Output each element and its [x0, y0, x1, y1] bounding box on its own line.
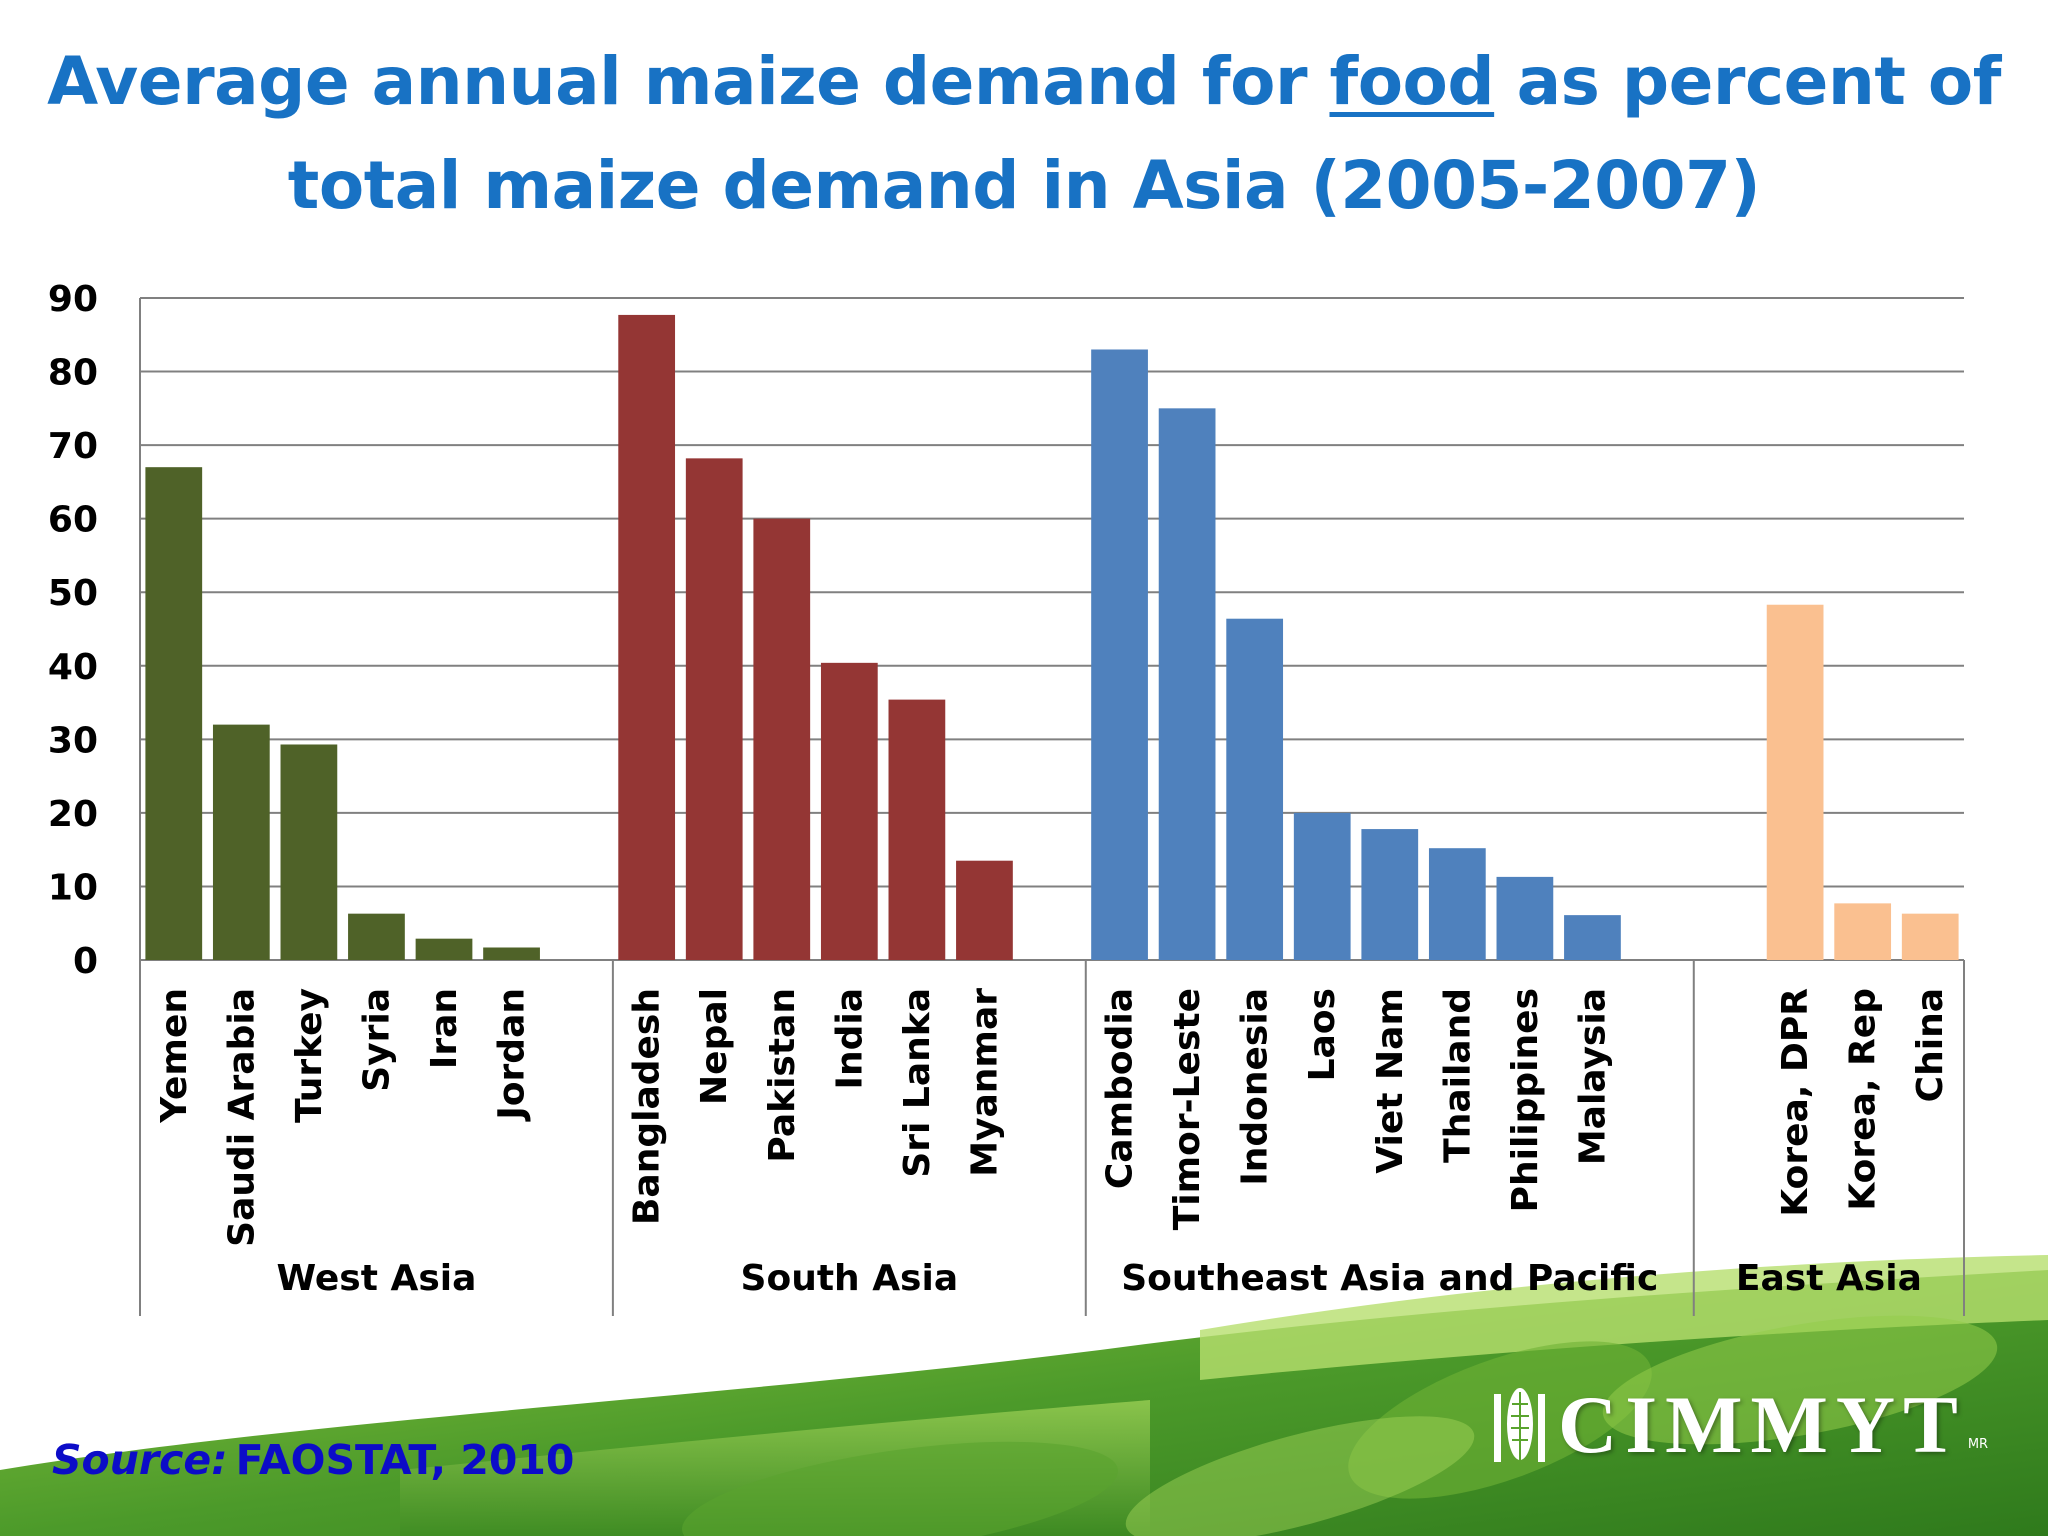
bar [348, 913, 405, 960]
logo-mark: MR [1967, 1437, 1989, 1452]
x-tick-label: Indonesia [1235, 988, 1276, 1186]
source-label: Source: [52, 1436, 228, 1484]
bar [483, 947, 540, 960]
bar [1293, 812, 1351, 960]
group-label: East Asia [1736, 1258, 1922, 1299]
maize-logo-icon [1494, 1388, 1545, 1462]
title-part-1: Average annual maize demand for [47, 43, 1330, 120]
logo-wordmark: CIMMYT [1558, 1379, 1966, 1470]
x-tick-label: Turkey [289, 988, 330, 1123]
x-tick-label: Thailand [1437, 988, 1478, 1163]
y-tick-label: 10 [48, 867, 98, 908]
bar [753, 518, 811, 960]
bar [1361, 829, 1419, 960]
bar [1766, 604, 1824, 960]
x-tick-label: Sri Lanka [897, 988, 938, 1178]
bar [956, 860, 1013, 960]
bar [1564, 915, 1621, 960]
x-tick-label: Korea, DPR [1775, 988, 1816, 1217]
x-tick-label: Malaysia [1572, 988, 1613, 1165]
source-note: Source: FAOSTAT, 2010 [52, 1436, 574, 1484]
x-tick-label: Cambodia [1100, 988, 1141, 1189]
source-text: FAOSTAT, 2010 [235, 1436, 575, 1484]
group-label: Southeast Asia and Pacific [1121, 1258, 1658, 1299]
x-tick-label: Saudi Arabia [221, 988, 262, 1247]
x-tick-label: India [829, 988, 870, 1089]
bar [212, 724, 270, 960]
bar [1091, 349, 1148, 960]
bar [1226, 618, 1284, 960]
bar [1901, 913, 1959, 960]
x-tick-label: China [1910, 988, 1951, 1102]
x-tick-label: Jordan [492, 988, 533, 1123]
title-part-2: as percent of total maize demand in Asia… [287, 43, 2002, 224]
y-tick-label: 0 [73, 941, 98, 982]
x-tick-label: Laos [1302, 988, 1343, 1081]
bar [1834, 903, 1892, 960]
title-emphasis: food [1329, 43, 1495, 120]
y-tick-label: 60 [48, 500, 98, 541]
x-tick-label: Myanmar [964, 988, 1005, 1177]
group-label: South Asia [741, 1258, 959, 1299]
y-tick-label: 90 [48, 279, 98, 320]
bar [888, 699, 946, 960]
x-tick-label: Viet Nam [1370, 988, 1411, 1174]
y-tick-label: 40 [48, 647, 98, 688]
x-tick-label: Yemen [154, 988, 195, 1124]
x-tick-label: Timor-Leste [1167, 988, 1208, 1230]
chart-title: Average annual maize demand for food as … [40, 30, 2008, 238]
x-tick-label: Syria [356, 988, 397, 1092]
x-tick-label: Nepal [694, 988, 735, 1105]
bar [1496, 876, 1554, 960]
bar [685, 458, 743, 960]
y-tick-label: 30 [48, 720, 98, 761]
bar [415, 938, 473, 960]
bar [145, 467, 203, 960]
y-tick-label: 50 [48, 573, 98, 614]
bar [618, 314, 676, 960]
x-tick-label: Korea, Rep [1843, 988, 1884, 1211]
group-label: West Asia [276, 1258, 476, 1299]
y-tick-label: 70 [48, 426, 98, 467]
bar [820, 662, 878, 960]
x-tick-label: Iran [424, 988, 465, 1069]
x-tick-label: Pakistan [762, 988, 803, 1163]
x-tick-label: Bangladesh [627, 988, 668, 1225]
y-tick-label: 80 [48, 353, 98, 394]
bar [1158, 408, 1216, 960]
y-tick-label: 20 [48, 794, 98, 835]
cimmyt-logo: CIMMYT MR [1490, 1370, 1988, 1470]
bar [1428, 848, 1486, 960]
bar [280, 744, 338, 960]
x-tick-label: Philippines [1505, 988, 1546, 1212]
